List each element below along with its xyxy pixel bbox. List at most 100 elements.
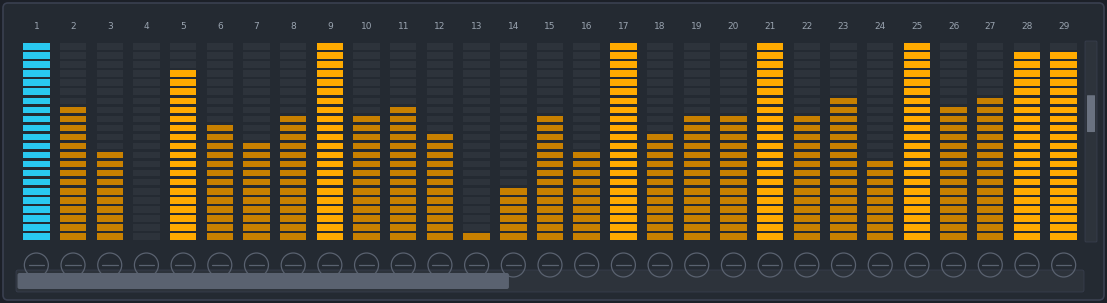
Bar: [683, 43, 710, 50]
Bar: [1051, 134, 1077, 140]
Bar: [390, 116, 416, 122]
Bar: [794, 143, 820, 149]
Bar: [280, 233, 307, 240]
Text: 25: 25: [911, 22, 922, 31]
Bar: [96, 206, 123, 213]
Bar: [133, 79, 159, 86]
Bar: [683, 61, 710, 68]
Bar: [426, 152, 453, 158]
Text: 15: 15: [545, 22, 556, 31]
Bar: [757, 233, 784, 240]
Bar: [977, 215, 1003, 221]
Text: 12: 12: [434, 22, 446, 31]
Bar: [794, 61, 820, 68]
Bar: [390, 61, 416, 68]
Bar: [683, 143, 710, 149]
Bar: [573, 143, 600, 149]
Bar: [426, 215, 453, 221]
Bar: [940, 79, 966, 86]
Bar: [244, 52, 270, 59]
Bar: [23, 52, 50, 59]
Bar: [830, 79, 857, 86]
Bar: [23, 88, 50, 95]
Bar: [794, 179, 820, 185]
Bar: [500, 52, 527, 59]
Bar: [500, 224, 527, 231]
Bar: [903, 116, 930, 122]
Bar: [169, 170, 196, 176]
Bar: [757, 61, 784, 68]
Bar: [280, 70, 307, 77]
Text: 28: 28: [1022, 22, 1033, 31]
Bar: [96, 134, 123, 140]
Bar: [390, 206, 416, 213]
Bar: [23, 125, 50, 131]
Bar: [940, 179, 966, 185]
Bar: [464, 206, 489, 213]
Bar: [317, 152, 343, 158]
Bar: [280, 152, 307, 158]
Bar: [794, 215, 820, 221]
Bar: [60, 143, 86, 149]
Bar: [390, 179, 416, 185]
Bar: [757, 179, 784, 185]
Bar: [537, 170, 563, 176]
Bar: [317, 43, 343, 50]
Bar: [757, 188, 784, 195]
Bar: [757, 170, 784, 176]
Bar: [867, 43, 893, 50]
Bar: [721, 152, 746, 158]
Bar: [830, 88, 857, 95]
Bar: [977, 52, 1003, 59]
Bar: [426, 98, 453, 104]
Bar: [133, 43, 159, 50]
Bar: [646, 143, 673, 149]
Bar: [683, 215, 710, 221]
Bar: [721, 170, 746, 176]
Bar: [353, 88, 380, 95]
Bar: [464, 161, 489, 167]
Bar: [23, 233, 50, 240]
Bar: [426, 52, 453, 59]
Text: 1: 1: [33, 22, 39, 31]
Bar: [794, 88, 820, 95]
Bar: [23, 170, 50, 176]
Bar: [537, 125, 563, 131]
Bar: [500, 188, 527, 195]
Bar: [244, 170, 270, 176]
Bar: [1014, 170, 1041, 176]
Bar: [60, 107, 86, 113]
Bar: [977, 152, 1003, 158]
Bar: [903, 61, 930, 68]
Bar: [244, 215, 270, 221]
Bar: [426, 206, 453, 213]
Bar: [1014, 98, 1041, 104]
Bar: [317, 88, 343, 95]
Bar: [317, 116, 343, 122]
Bar: [353, 61, 380, 68]
Bar: [977, 70, 1003, 77]
Bar: [867, 224, 893, 231]
Bar: [1051, 70, 1077, 77]
Bar: [23, 79, 50, 86]
Bar: [500, 206, 527, 213]
Bar: [830, 179, 857, 185]
Bar: [390, 215, 416, 221]
Bar: [207, 116, 232, 122]
Bar: [169, 215, 196, 221]
Bar: [244, 161, 270, 167]
Bar: [610, 170, 637, 176]
Bar: [721, 70, 746, 77]
Bar: [573, 233, 600, 240]
Bar: [353, 152, 380, 158]
Bar: [537, 98, 563, 104]
Bar: [903, 107, 930, 113]
Bar: [1014, 125, 1041, 131]
Bar: [353, 134, 380, 140]
Bar: [646, 170, 673, 176]
Bar: [610, 43, 637, 50]
Bar: [426, 79, 453, 86]
Bar: [390, 152, 416, 158]
Bar: [683, 233, 710, 240]
Bar: [537, 61, 563, 68]
